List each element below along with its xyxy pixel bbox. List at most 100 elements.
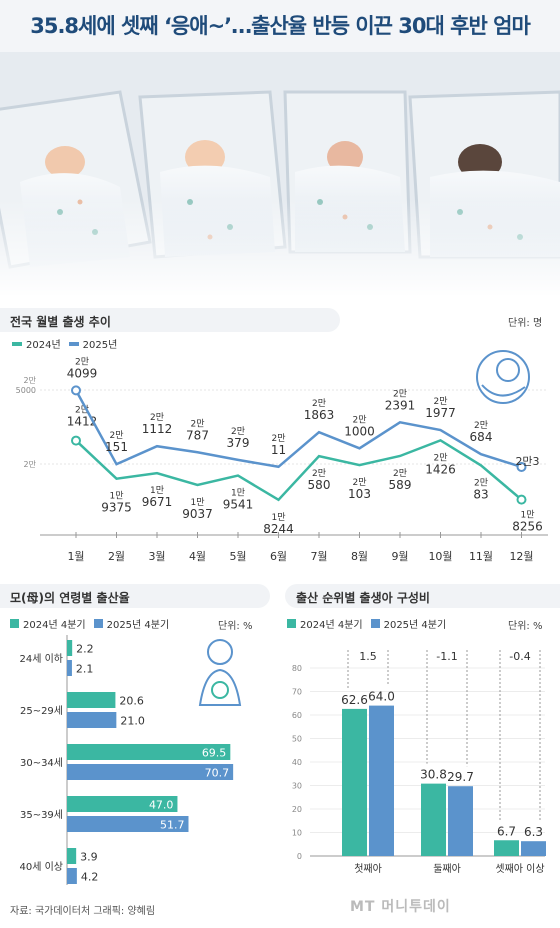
order-bar-label: 29.7 xyxy=(447,770,474,784)
data-label: 1412 xyxy=(67,415,98,429)
order-heading-bar xyxy=(285,584,560,608)
age-legend-label-2025: 2025년 4분기 xyxy=(106,620,170,631)
data-label-unit: 2만 xyxy=(231,426,245,437)
data-label: 787 xyxy=(186,428,209,442)
order-legend-label-2024: 2024년 4분기 xyxy=(300,620,363,631)
order-bar xyxy=(342,708,367,856)
age-legend-swatch-2025 xyxy=(93,619,103,628)
data-label: 1000 xyxy=(344,424,375,438)
data-label: 9037 xyxy=(182,507,213,521)
data-label: 8244 xyxy=(263,522,294,536)
age-bar xyxy=(67,692,116,708)
age-bar xyxy=(67,868,77,884)
data-label-unit: 1만 xyxy=(231,488,245,499)
order-y-tick-label: 80 xyxy=(292,664,302,673)
order-category-label: 셋째아 이상 xyxy=(495,863,544,875)
age-bar-label: 2.2 xyxy=(76,643,94,656)
series-point xyxy=(71,435,81,446)
data-label-unit: 2만 xyxy=(433,452,447,463)
y-tick-label-bottom: 2만 xyxy=(24,460,37,469)
legend-swatch-2025 xyxy=(68,341,79,346)
order-legend-label-2025: 2025년 4분기 xyxy=(383,620,447,631)
age-legend-swatch-2024 xyxy=(10,619,19,628)
age-bar xyxy=(67,660,72,676)
age-bar xyxy=(67,744,231,760)
x-tick-label: 11월 xyxy=(469,550,493,563)
age-bar-label: 47.0 xyxy=(149,799,174,812)
age-bar-label: 3.9 xyxy=(80,851,98,864)
data-label: 151 xyxy=(105,440,128,454)
order-y-tick-label: 0 xyxy=(297,852,302,861)
order-unit: 단위: % xyxy=(508,621,543,632)
mother-icon xyxy=(198,639,242,706)
x-tick-label: 5월 xyxy=(229,550,246,563)
age-bar xyxy=(67,640,73,656)
x-tick-label: 2월 xyxy=(108,550,125,563)
data-label-unit: 2만 xyxy=(150,412,164,423)
age-bar-label: 70.7 xyxy=(205,767,230,780)
data-label: 2만3 xyxy=(515,455,539,468)
age-bar xyxy=(67,796,178,812)
publisher-logo: MT 머니투데이 xyxy=(350,899,451,915)
order-legend: 2024년 4분기 2025년 4분기 xyxy=(287,616,446,631)
data-label-unit: 1만 xyxy=(190,497,204,508)
age-bar-label: 69.5 xyxy=(202,747,227,760)
newborn-photo xyxy=(0,52,560,297)
data-label-unit: 2만 xyxy=(474,477,488,488)
x-tick-label: 12월 xyxy=(509,550,533,563)
data-label-unit: 2만 xyxy=(393,468,407,479)
order-bar-label: 6.7 xyxy=(497,824,516,838)
x-tick-label: 7월 xyxy=(310,550,327,563)
age-heading-bar xyxy=(0,584,270,608)
monthly-heading-bar xyxy=(0,308,340,332)
age-heading: 모(母)의 연령별 출산율 xyxy=(10,591,130,605)
y-tick-label-top: 2만 xyxy=(24,376,37,385)
data-label-unit: 1만 xyxy=(520,510,534,521)
mother-icon-belly xyxy=(211,681,229,699)
order-y-tick-label: 60 xyxy=(292,711,302,720)
data-label: 1426 xyxy=(425,462,456,476)
age-bar-label: 21.0 xyxy=(120,715,145,728)
x-tick-label: 3월 xyxy=(148,550,165,563)
x-tick-label: 10월 xyxy=(428,550,452,563)
order-y-tick-label: 40 xyxy=(292,758,302,767)
data-label-unit: 2만 xyxy=(352,414,366,425)
baby-icon-head xyxy=(496,358,520,382)
age-bar xyxy=(67,816,189,832)
age-bar-chart: 24세 이하 2.2 2.1 25~29세 20.6 21.0 30~34세 69.5 70.7… xyxy=(19,635,242,885)
order-change-label: -1.1 xyxy=(436,650,457,663)
data-label-unit: 2만 xyxy=(271,433,285,444)
x-tick-label: 6월 xyxy=(270,550,287,563)
order-category-label: 둘째아 xyxy=(433,863,461,875)
age-category-label: 40세 이상 xyxy=(19,861,63,873)
age-bar xyxy=(67,848,77,864)
page-title: 35.8세에 셋째 ‘응애~’…출산율 반등 이끈 30대 후반 엄마 xyxy=(0,0,560,52)
data-label-unit: 2만 xyxy=(393,388,407,399)
data-label: 11 xyxy=(271,443,286,457)
data-label: 9375 xyxy=(101,501,132,515)
order-bar-label: 6.3 xyxy=(524,825,543,839)
data-label-unit: 2만 xyxy=(75,405,89,416)
data-label: 9671 xyxy=(142,495,173,509)
data-label: 8256 xyxy=(512,520,543,534)
x-tick-label: 1월 xyxy=(67,550,84,563)
order-bar-label: 62.6 xyxy=(341,693,368,707)
series-point xyxy=(516,494,527,505)
order-bar-chart: 0 10 20 30 40 50 60 70 80 62.6 64.0 첫째아 1.5 30.8 29.7 둘… xyxy=(292,650,546,875)
order-y-tick-label: 30 xyxy=(292,782,302,791)
data-label-unit: 1만 xyxy=(271,512,285,523)
data-label: 1112 xyxy=(142,422,173,436)
order-y-tick-label: 20 xyxy=(292,805,302,814)
newborn-illustration xyxy=(0,52,560,297)
order-heading: 출산 순위별 출생아 구성비 xyxy=(296,591,430,605)
age-bar-label: 51.7 xyxy=(160,819,185,832)
order-bar xyxy=(521,841,546,856)
data-label: 589 xyxy=(389,478,412,492)
data-label: 103 xyxy=(348,487,371,501)
order-change-label: 1.5 xyxy=(359,650,377,663)
order-bar xyxy=(448,786,473,856)
monthly-heading: 전국 월별 출생 추이 xyxy=(10,315,111,329)
legend-swatch-2024 xyxy=(12,341,22,346)
x-tick-label: 9월 xyxy=(391,550,408,563)
